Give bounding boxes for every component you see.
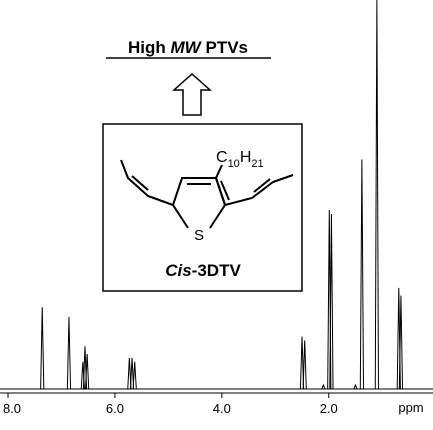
atom: H — [240, 149, 252, 166]
x-tick-label: 4.0 — [213, 401, 231, 416]
name-part: -3DTV — [192, 261, 242, 280]
peak — [85, 353, 90, 390]
peak — [127, 357, 132, 390]
peak — [398, 295, 404, 390]
peak — [66, 317, 72, 390]
peak — [374, 0, 379, 390]
peak — [353, 383, 358, 390]
peak — [321, 383, 326, 390]
x-tick-label: 6.0 — [106, 401, 124, 416]
molecule — [120, 159, 294, 229]
peak — [359, 159, 365, 390]
peak — [299, 336, 305, 390]
substituent: C10H21 — [216, 149, 264, 170]
compound-name: Cis-3DTV — [165, 261, 241, 280]
title-part: MW — [171, 38, 203, 57]
title-part: PTVs — [205, 38, 248, 57]
title: High MW PTVs — [128, 38, 248, 57]
name-part: Cis — [165, 261, 191, 280]
atom: C — [216, 149, 228, 166]
x-axis-label: ppm — [398, 400, 423, 415]
peak — [302, 340, 307, 390]
inset-box — [102, 123, 303, 292]
sulfur: S — [194, 227, 204, 244]
subscript: 10 — [228, 158, 240, 170]
subscript: 21 — [251, 158, 263, 170]
x-tick-label: 2.0 — [320, 401, 338, 416]
arrow — [172, 72, 212, 116]
x-tick-label: 8.0 — [3, 401, 21, 416]
peak — [329, 213, 334, 390]
peak — [40, 307, 45, 390]
title-part: High — [128, 38, 166, 57]
peak — [129, 357, 135, 390]
peak — [132, 361, 137, 390]
